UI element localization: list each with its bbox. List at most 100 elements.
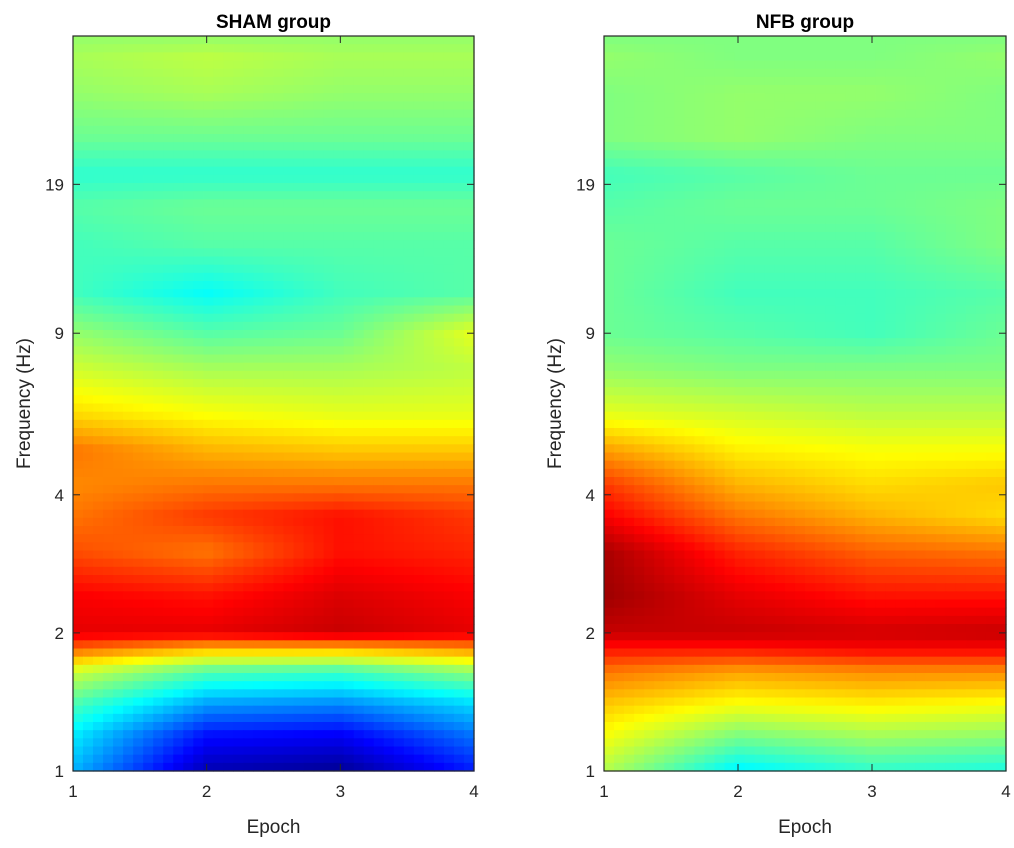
heatmap-cell — [423, 207, 435, 217]
heatmap-cell — [443, 117, 455, 127]
heatmap-cell — [423, 460, 435, 470]
heatmap-cell — [93, 648, 104, 658]
heatmap-cell — [433, 379, 445, 388]
heatmap-cell — [333, 76, 345, 86]
heatmap-cell — [373, 354, 385, 364]
heatmap-cell — [624, 109, 635, 119]
heatmap-cell — [383, 664, 395, 674]
heatmap-cell — [113, 673, 124, 682]
heatmap-cell — [443, 681, 455, 690]
heatmap-cell — [163, 697, 174, 707]
heatmap-cell — [433, 436, 445, 445]
heatmap-cell — [383, 362, 395, 372]
heatmap-cell — [353, 673, 365, 682]
heatmap-cell — [624, 305, 635, 315]
heatmap-cell — [243, 599, 255, 609]
heatmap-cell — [865, 166, 876, 176]
heatmap-cell — [73, 411, 84, 421]
heatmap-cell — [323, 493, 335, 503]
heatmap-cell — [313, 607, 325, 617]
heatmap-cell — [253, 689, 265, 699]
heatmap-cell — [143, 370, 154, 380]
heatmap-cell — [353, 256, 365, 266]
heatmap-cell — [634, 109, 645, 119]
heatmap-cell — [153, 395, 164, 405]
heatmap-cell — [955, 264, 967, 274]
heatmap-cell — [253, 248, 265, 258]
heatmap-cell — [113, 468, 124, 478]
heatmap-cell — [805, 183, 816, 192]
heatmap-cell — [383, 85, 395, 94]
heatmap-cell — [183, 697, 194, 707]
heatmap-cell — [865, 109, 876, 119]
heatmap-cell — [143, 240, 154, 249]
heatmap-cell — [383, 673, 395, 682]
heatmap-cell — [273, 370, 285, 380]
heatmap-cell — [123, 640, 134, 650]
heatmap-cell — [173, 509, 184, 519]
heatmap-cell — [955, 150, 967, 160]
heatmap-cell — [83, 256, 94, 266]
heatmap-cell — [153, 599, 164, 609]
heatmap-cell — [183, 624, 194, 633]
heatmap-cell — [153, 746, 164, 756]
heatmap-cell — [915, 183, 927, 192]
heatmap-cell — [153, 575, 164, 584]
heatmap-cell — [885, 117, 897, 127]
heatmap-cell — [103, 207, 114, 217]
heatmap-cell — [103, 517, 114, 527]
heatmap-cell — [233, 76, 245, 86]
heatmap-cell — [363, 379, 375, 388]
heatmap-cell — [443, 362, 455, 372]
heatmap-cell — [764, 264, 776, 274]
heatmap-cell — [253, 313, 265, 323]
heatmap-cell — [604, 305, 615, 315]
heatmap-cell — [433, 223, 445, 233]
heatmap-cell — [343, 174, 355, 184]
heatmap-cell — [263, 207, 275, 217]
heatmap-cell — [223, 52, 235, 62]
heatmap-cell — [413, 289, 425, 298]
heatmap-cell — [413, 256, 425, 266]
heatmap-cell — [153, 166, 164, 176]
heatmap-cell — [103, 673, 114, 682]
heatmap-cell — [303, 542, 315, 552]
heatmap-cell — [293, 452, 305, 462]
heatmap-cell — [263, 705, 275, 715]
heatmap-cell — [925, 305, 937, 315]
heatmap-cell — [113, 142, 124, 151]
heatmap-cell — [213, 305, 224, 315]
heatmap-cell — [433, 232, 445, 241]
heatmap-cell — [283, 566, 295, 576]
heatmap-cell — [403, 526, 415, 535]
heatmap-cell — [604, 289, 615, 298]
heatmap-cell — [113, 297, 124, 307]
heatmap-cell — [283, 558, 295, 568]
heatmap-cell — [393, 575, 405, 584]
heatmap-cell — [604, 272, 615, 282]
heatmap-cell — [263, 493, 275, 503]
heatmap-cell — [895, 207, 907, 217]
heatmap-cell — [955, 223, 967, 233]
heatmap-cell — [825, 150, 836, 160]
heatmap-cell — [825, 52, 836, 62]
heatmap-cell — [794, 52, 806, 62]
heatmap-cell — [283, 403, 295, 413]
heatmap-cell — [463, 199, 475, 209]
heatmap-cell — [343, 648, 355, 658]
heatmap-cell — [403, 321, 415, 331]
heatmap-cell — [83, 379, 94, 388]
heatmap-cell — [915, 93, 927, 102]
heatmap-cell — [443, 575, 455, 584]
heatmap-cell — [73, 607, 84, 617]
heatmap-cell — [865, 256, 876, 266]
heatmap-cell — [825, 134, 836, 143]
heatmap-cell — [143, 615, 154, 625]
heatmap-cell — [183, 615, 194, 625]
heatmap-cell — [123, 338, 134, 347]
heatmap-cell — [153, 526, 164, 535]
heatmap-cell — [143, 215, 154, 225]
heatmap-cell — [825, 158, 836, 168]
